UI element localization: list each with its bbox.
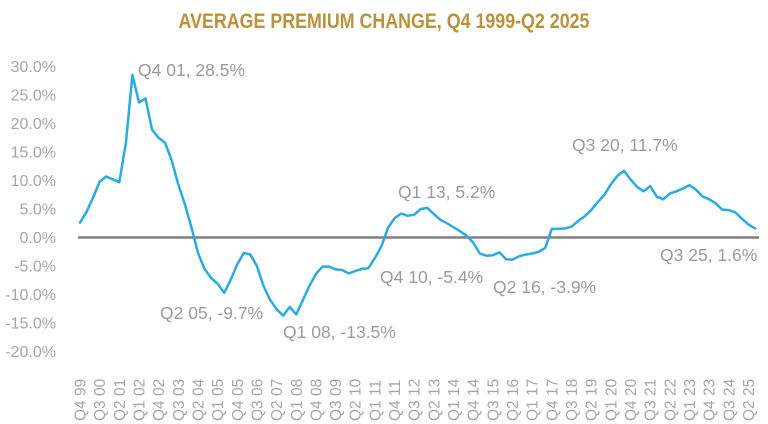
x-axis-tick-label: Q4 11 (387, 380, 404, 421)
data-point-annotation: Q1 08, -13.5% (283, 322, 396, 342)
x-axis-tick-label: Q4 23 (702, 379, 719, 421)
y-axis-tick-label: -5.0% (14, 259, 56, 276)
x-axis-tick-label: Q3 03 (171, 379, 188, 421)
y-axis: 30.0% 25.0% 20.0% 15.0% 10.0% 5.0% 0.0% -5.0% -1… (5, 59, 56, 361)
x-axis-tick-label: Q4 17 (544, 379, 561, 421)
x-axis-tick-label: Q3 21 (643, 379, 660, 421)
x-axis-tick-label: Q1 23 (682, 379, 699, 421)
data-point-annotation: Q4 01, 28.5% (138, 60, 245, 80)
x-axis-tick-label: Q4 08 (308, 379, 325, 421)
x-axis-tick-label: Q1 20 (603, 378, 620, 421)
annotations: Q4 01, 28.5% Q2 05, -9.7% Q1 08, -13.5% Q4 … (138, 60, 757, 342)
x-axis-tick-label: Q1 05 (210, 379, 227, 421)
chart-title: AVERAGE PREMIUM CHANGE, Q4 1999-Q2 2025 (179, 10, 590, 34)
x-axis-tick-label: Q2 10 (348, 378, 365, 421)
x-axis-tick-label: Q4 14 (466, 378, 483, 421)
x-axis-tick-label: Q3 12 (407, 379, 424, 421)
x-axis-tick-label: Q3 06 (249, 379, 266, 421)
x-axis-tick-label: Q2 25 (741, 379, 758, 421)
y-axis-tick-label: 25.0% (11, 88, 56, 105)
data-point-annotation: Q1 13, 5.2% (398, 182, 495, 202)
premium-change-line (78, 73, 757, 317)
x-axis-tick-label: Q1 08 (289, 379, 306, 421)
x-axis-tick-label: Q1 02 (132, 379, 149, 421)
x-axis-tick-label: Q4 20 (623, 378, 640, 421)
x-axis-tick-label: Q3 00 (92, 378, 109, 421)
x-axis-tick-label: Q4 02 (151, 379, 168, 421)
x-axis-tick-label: Q2 22 (662, 379, 679, 421)
x-axis-tick-label: Q3 15 (485, 379, 502, 421)
x-axis-tick-label: Q2 13 (426, 379, 443, 421)
y-axis-tick-label: 15.0% (11, 145, 56, 162)
x-axis-tick-label: Q1 14 (446, 378, 463, 421)
y-axis-tick-label: -20.0% (5, 344, 56, 361)
x-axis-tick-label: Q3 24 (721, 378, 738, 421)
x-axis-tick-label: Q2 19 (584, 379, 601, 421)
y-axis-tick-label: 30.0% (11, 59, 56, 76)
x-axis-tick-label: Q2 01 (112, 379, 129, 421)
data-point-annotation: Q3 20, 11.7% (572, 135, 678, 155)
y-axis-tick-label: -15.0% (5, 316, 56, 333)
x-axis-tick-label: Q3 18 (564, 379, 581, 421)
data-point-annotation: Q4 10, -5.4% (380, 267, 483, 287)
x-axis-tick-label: Q4 05 (230, 379, 247, 421)
x-axis-tick-label: Q1 17 (525, 379, 542, 421)
y-axis-tick-label: 5.0% (20, 202, 56, 219)
x-axis-tick-label: Q2 16 (505, 379, 522, 421)
data-point-annotation: Q2 05, -9.7% (160, 303, 263, 323)
x-axis-tick-label: Q2 04 (191, 378, 208, 421)
data-point-annotation: Q2 16, -3.9% (493, 277, 596, 297)
y-axis-tick-label: 20.0% (11, 116, 56, 133)
x-axis: Q4 99 Q3 00 Q2 01 Q1 02 Q4 02 Q3 03 Q2 04 Q1 05… (73, 378, 758, 421)
y-axis-tick-label: 10.0% (11, 173, 56, 190)
x-axis-tick-label: Q3 09 (328, 379, 345, 421)
y-axis-tick-label: -10.0% (5, 287, 56, 304)
y-axis-tick-label: 0.0% (20, 230, 56, 247)
data-point-annotation: Q3 25, 1.6% (660, 245, 757, 265)
x-axis-tick-label: Q2 07 (269, 379, 286, 421)
x-axis-tick-label: Q4 99 (73, 379, 90, 421)
x-axis-tick-label: Q1 11 (367, 380, 384, 421)
